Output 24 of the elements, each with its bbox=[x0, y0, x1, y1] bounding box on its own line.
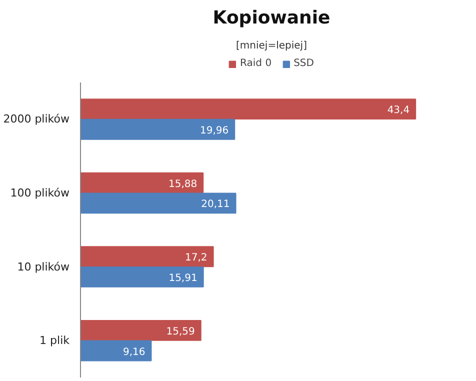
bar bbox=[80, 320, 202, 341]
y-tick-label: 1 plik bbox=[40, 334, 70, 348]
legend-label: SSD bbox=[294, 58, 314, 69]
data-label: 43,4 bbox=[387, 105, 410, 116]
bar bbox=[80, 98, 416, 120]
bar bbox=[80, 118, 236, 140]
data-label: 15,88 bbox=[168, 178, 198, 190]
y-tick-label: 100 plików bbox=[10, 186, 70, 200]
data-label: 19,96 bbox=[200, 125, 229, 136]
data-label: 9,16 bbox=[122, 346, 146, 358]
legend-label: Raid 0 bbox=[240, 58, 272, 69]
bar bbox=[80, 192, 236, 214]
y-tick-label: 10 plików bbox=[17, 260, 70, 274]
y-tick-label: 2000 plików bbox=[3, 112, 70, 126]
bar bbox=[80, 172, 204, 194]
bar bbox=[80, 340, 152, 362]
data-label: 17,2 bbox=[185, 252, 208, 264]
data-label: 15,59 bbox=[166, 326, 195, 338]
bar bbox=[80, 246, 214, 268]
data-label: 15,91 bbox=[168, 272, 198, 284]
chart-subtitle: [mniej=lepiej] bbox=[236, 40, 308, 52]
chart-title: Kopiowanie bbox=[212, 8, 330, 28]
bar bbox=[80, 266, 204, 288]
data-label: 20,11 bbox=[201, 199, 230, 210]
